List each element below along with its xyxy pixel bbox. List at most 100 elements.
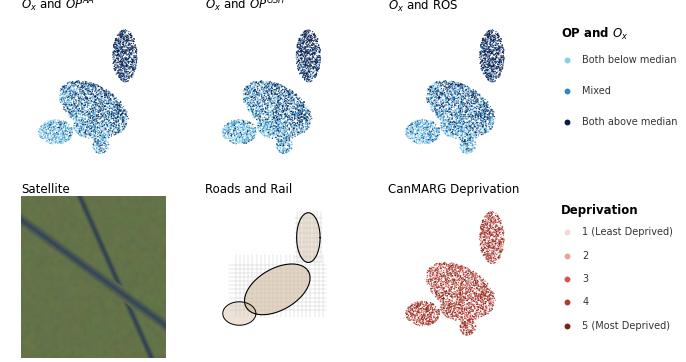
Point — [117, 49, 128, 54]
Point — [241, 101, 252, 106]
Point — [464, 132, 475, 138]
Point — [256, 124, 267, 130]
Point — [239, 91, 250, 97]
Point — [58, 87, 69, 93]
Point — [449, 277, 460, 283]
Point — [84, 113, 95, 119]
Point — [291, 49, 302, 55]
Point — [276, 141, 287, 147]
Point — [467, 90, 478, 96]
Point — [272, 124, 283, 130]
Point — [116, 121, 127, 127]
Point — [460, 325, 471, 331]
Point — [419, 315, 430, 321]
Point — [58, 131, 69, 137]
Point — [464, 87, 475, 93]
Point — [100, 141, 111, 147]
Point — [480, 97, 490, 102]
Point — [445, 307, 456, 312]
Point — [466, 285, 477, 291]
Point — [291, 107, 302, 113]
Point — [434, 103, 445, 109]
Point — [246, 101, 257, 106]
Point — [438, 124, 449, 130]
Point — [434, 285, 445, 290]
Point — [80, 105, 91, 110]
Point — [121, 57, 132, 63]
Point — [427, 313, 438, 319]
Point — [91, 83, 102, 89]
Point — [429, 133, 440, 139]
Point — [440, 284, 451, 290]
Point — [466, 119, 477, 125]
Point — [475, 60, 486, 66]
Point — [122, 39, 133, 45]
Point — [423, 124, 434, 130]
Point — [285, 97, 296, 103]
Point — [108, 106, 119, 112]
Point — [486, 303, 497, 308]
Point — [473, 106, 484, 111]
Point — [43, 122, 54, 128]
Point — [431, 109, 442, 115]
Point — [424, 274, 435, 279]
Point — [298, 34, 309, 40]
Point — [289, 125, 300, 131]
Point — [491, 247, 502, 253]
Point — [415, 119, 426, 125]
Point — [436, 276, 447, 282]
Point — [485, 57, 496, 63]
Point — [482, 286, 493, 291]
Point — [477, 289, 488, 294]
Point — [427, 310, 438, 315]
Point — [272, 106, 283, 111]
Point — [110, 118, 121, 124]
Point — [407, 126, 418, 132]
Point — [407, 124, 418, 130]
Point — [111, 64, 122, 70]
Point — [275, 116, 286, 122]
Point — [402, 311, 413, 317]
Point — [485, 49, 496, 54]
Point — [461, 298, 472, 304]
Point — [456, 99, 467, 105]
Point — [233, 132, 244, 138]
Point — [472, 113, 483, 118]
Point — [451, 277, 462, 283]
Point — [297, 127, 308, 133]
Point — [454, 107, 465, 113]
Point — [71, 124, 82, 130]
Point — [442, 275, 453, 281]
Point — [480, 310, 490, 315]
Point — [422, 127, 433, 133]
Point — [282, 109, 293, 115]
Point — [55, 139, 66, 145]
Point — [479, 49, 490, 54]
Point — [456, 311, 466, 317]
Point — [472, 282, 483, 288]
Point — [257, 117, 268, 123]
Point — [479, 102, 490, 108]
Point — [270, 109, 281, 114]
Point — [243, 107, 254, 113]
Point — [445, 301, 456, 307]
Point — [277, 109, 288, 114]
Point — [71, 104, 82, 109]
Point — [285, 88, 296, 94]
Point — [452, 110, 463, 115]
Point — [454, 118, 465, 124]
Point — [444, 127, 455, 133]
Point — [130, 49, 141, 55]
Point — [265, 94, 276, 100]
Point — [465, 131, 476, 137]
Point — [457, 312, 468, 318]
Point — [78, 109, 88, 115]
Point — [477, 219, 488, 225]
Point — [298, 104, 309, 110]
Point — [482, 99, 493, 105]
Point — [469, 101, 480, 107]
Point — [304, 70, 315, 75]
Point — [458, 102, 469, 108]
Point — [482, 50, 493, 55]
Point — [477, 218, 488, 224]
